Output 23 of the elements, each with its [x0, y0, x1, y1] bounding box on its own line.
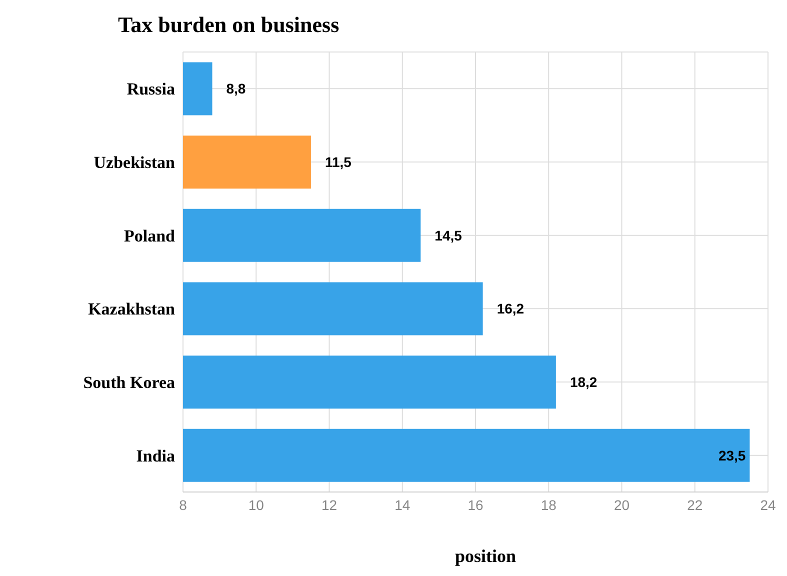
data-label: 16,2: [496, 300, 524, 317]
x-tick-label: 8: [179, 496, 188, 513]
data-label: 23,5: [718, 447, 746, 464]
data-label: 14,5: [434, 227, 462, 244]
x-tick-label: 22: [687, 496, 703, 513]
data-label: 18,2: [570, 374, 598, 390]
y-tick-label: India: [136, 446, 176, 466]
chart-title: Tax burden on business: [117, 11, 340, 39]
x-axis-title: position: [454, 546, 518, 567]
x-tick-label: 16: [468, 496, 484, 513]
data-label: 11,5: [324, 154, 352, 170]
x-tick-label: 20: [614, 496, 630, 513]
y-tick-label: Uzbekistan: [94, 153, 176, 172]
x-tick-label: 10: [248, 496, 264, 513]
x-tick-label: 12: [321, 496, 338, 513]
x-tick-label: 24: [760, 496, 776, 513]
x-tick-label: 14: [394, 496, 410, 513]
y-tick-label: South Korea: [83, 373, 176, 392]
x-tick-label: 18: [540, 496, 557, 513]
y-tick-label: Russia: [126, 80, 176, 99]
y-tick-label: Kazakhstan: [88, 300, 176, 319]
y-tick-label: Poland: [124, 226, 176, 246]
data-label: 8,8: [226, 80, 246, 97]
